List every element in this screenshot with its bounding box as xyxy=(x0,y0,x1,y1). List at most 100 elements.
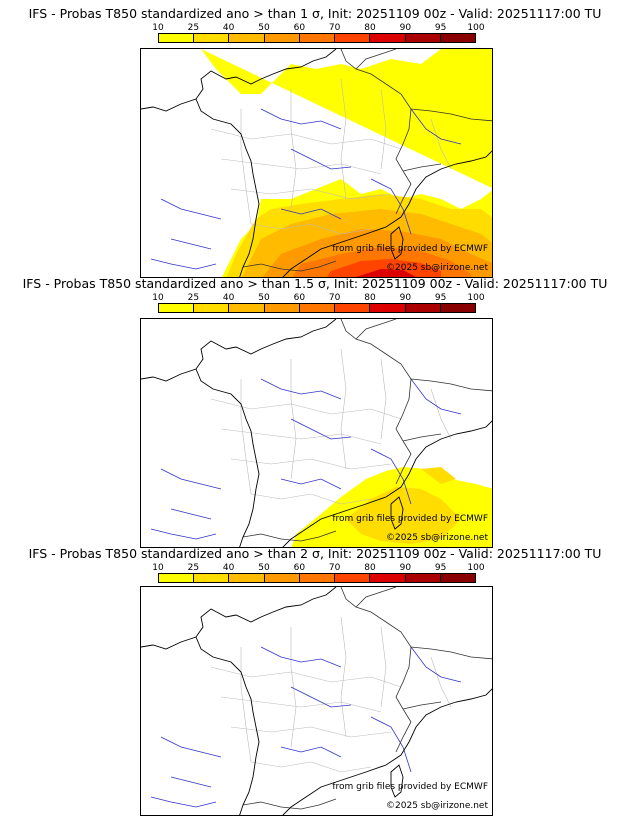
map-linework xyxy=(150,108,462,270)
colorbar-swatch xyxy=(440,574,475,582)
panel-title: IFS - Probas T850 standardized ano > tha… xyxy=(22,276,608,291)
map-svg xyxy=(201,49,492,277)
colorbar-tick-label: 40 xyxy=(222,563,235,573)
colorbar-ticks: 10 25 40 50 60 70 80 90 95 100 xyxy=(152,563,484,573)
colorbar-swatch xyxy=(264,574,300,582)
colorbar-ticks: 10 25 40 50 60 70 80 90 95 100 xyxy=(152,293,484,303)
map-linework xyxy=(242,587,492,810)
map-linework xyxy=(242,49,492,272)
colorbar-tick-label: 60 xyxy=(293,23,306,33)
colorbar-swatch xyxy=(299,34,336,42)
colorbar-tick-label: 40 xyxy=(222,293,235,303)
basemap xyxy=(141,319,492,547)
colorbar-swatch xyxy=(440,34,475,42)
colorbar-tick-label: 60 xyxy=(293,293,306,303)
colorbar-swatch xyxy=(194,34,230,42)
colorbar: 10 25 40 50 60 70 80 90 95 100 xyxy=(152,293,485,321)
colorbar-tick-label: 50 xyxy=(258,293,270,303)
colorbar-tick-label: 95 xyxy=(434,563,447,573)
colorbar-tick-label: 90 xyxy=(399,23,412,33)
prob-area-80 xyxy=(356,269,416,277)
colorbar: 10 25 40 50 60 70 80 90 95 100 xyxy=(152,563,485,591)
credit-source: from grib files provided by ECMWF xyxy=(332,244,488,254)
credit-copyright: ©2025 sb@irizone.net xyxy=(386,263,488,273)
colorbar-swatch xyxy=(335,304,371,312)
colorbar-tick-label: 25 xyxy=(187,293,200,303)
colorbar-tick-label: 80 xyxy=(364,293,376,303)
colorbar-tick-label: 25 xyxy=(187,563,200,573)
colorbar-swatch xyxy=(405,304,441,312)
basemap xyxy=(141,49,492,277)
colorbar: 10 25 40 50 60 70 80 90 95 100 xyxy=(152,23,485,51)
colorbar-swatch xyxy=(405,34,441,42)
panel-3: IFS - Probas T850 standardized ano > tha… xyxy=(0,546,630,816)
colorbar-tick-label: 10 xyxy=(152,563,164,573)
colorbar-tick-label: 95 xyxy=(434,23,447,33)
map-linework xyxy=(141,319,492,547)
colorbar-swatch xyxy=(335,574,371,582)
basemap xyxy=(141,587,492,815)
colorbar-swatch xyxy=(370,34,406,42)
colorbar-tick-label: 70 xyxy=(328,293,341,303)
colorbar-tick-label: 10 xyxy=(152,293,164,303)
colorbar-tick-label: 80 xyxy=(364,563,376,573)
colorbar-swatch xyxy=(194,574,230,582)
map-linework xyxy=(390,764,404,798)
colorbar-swatch xyxy=(440,304,475,312)
credit-copyright: ©2025 sb@irizone.net xyxy=(386,801,488,811)
credit-source: from grib files provided by ECMWF xyxy=(332,514,488,524)
map-linework xyxy=(390,226,404,260)
colorbar-tick-label: 90 xyxy=(399,563,412,573)
colorbar-swatch xyxy=(370,304,406,312)
map-linework xyxy=(150,646,462,808)
colorbar-tick-label: 100 xyxy=(467,23,485,33)
colorbar-swatch xyxy=(299,574,336,582)
colorbar-tick-label: 10 xyxy=(152,23,164,33)
colorbar-swatch xyxy=(159,34,195,42)
colorbar-swatch xyxy=(194,304,230,312)
panel-title: IFS - Probas T850 standardized ano > tha… xyxy=(28,6,602,21)
colorbar-swatch xyxy=(159,574,195,582)
probability-map: from grib files provided by ECMWF ©2025 … xyxy=(140,48,493,278)
colorbar-tick-label: 100 xyxy=(467,563,485,573)
credit-source: from grib files provided by ECMWF xyxy=(332,782,488,792)
colorbar-swatch xyxy=(229,34,265,42)
map-linework xyxy=(141,587,492,815)
colorbar-swatch xyxy=(405,574,441,582)
colorbar-tick-label: 70 xyxy=(328,23,341,33)
probability-map: from grib files provided by ECMWF ©2025 … xyxy=(140,318,493,548)
colorbar-tick-label: 40 xyxy=(222,23,235,33)
panel-2: IFS - Probas T850 standardized ano > tha… xyxy=(0,276,630,548)
map-linework xyxy=(210,348,452,505)
colorbar-tick-label: 95 xyxy=(434,293,447,303)
colorbar-ticks: 10 25 40 50 60 70 80 90 95 100 xyxy=(152,23,484,33)
map-linework xyxy=(242,319,492,542)
panel-title: IFS - Probas T850 standardized ano > tha… xyxy=(28,546,602,561)
colorbar-swatches xyxy=(158,573,476,583)
colorbar-swatch xyxy=(159,304,195,312)
map-linework xyxy=(210,616,452,773)
probability-map: from grib files provided by ECMWF ©2025 … xyxy=(140,586,493,816)
colorbar-tick-label: 90 xyxy=(399,293,412,303)
map-linework xyxy=(141,49,492,277)
colorbar-tick-label: 100 xyxy=(467,293,485,303)
colorbar-tick-label: 25 xyxy=(187,23,200,33)
map-linework xyxy=(390,496,404,530)
colorbar-swatches xyxy=(158,33,476,43)
colorbar-tick-label: 50 xyxy=(258,563,270,573)
colorbar-swatches xyxy=(158,303,476,313)
prob-area-70 xyxy=(327,259,441,277)
colorbar-swatch xyxy=(264,304,300,312)
colorbar-swatch xyxy=(229,574,265,582)
map-linework xyxy=(210,78,452,235)
colorbar-swatch xyxy=(370,574,406,582)
colorbar-swatch xyxy=(264,34,300,42)
colorbar-swatch xyxy=(229,304,265,312)
credit-copyright: ©2025 sb@irizone.net xyxy=(386,533,488,543)
panel-1: IFS - Probas T850 standardized ano > tha… xyxy=(0,6,630,278)
colorbar-swatch xyxy=(335,34,371,42)
map-linework xyxy=(150,378,462,540)
colorbar-tick-label: 80 xyxy=(364,23,376,33)
colorbar-swatch xyxy=(299,304,336,312)
colorbar-tick-label: 60 xyxy=(293,563,306,573)
